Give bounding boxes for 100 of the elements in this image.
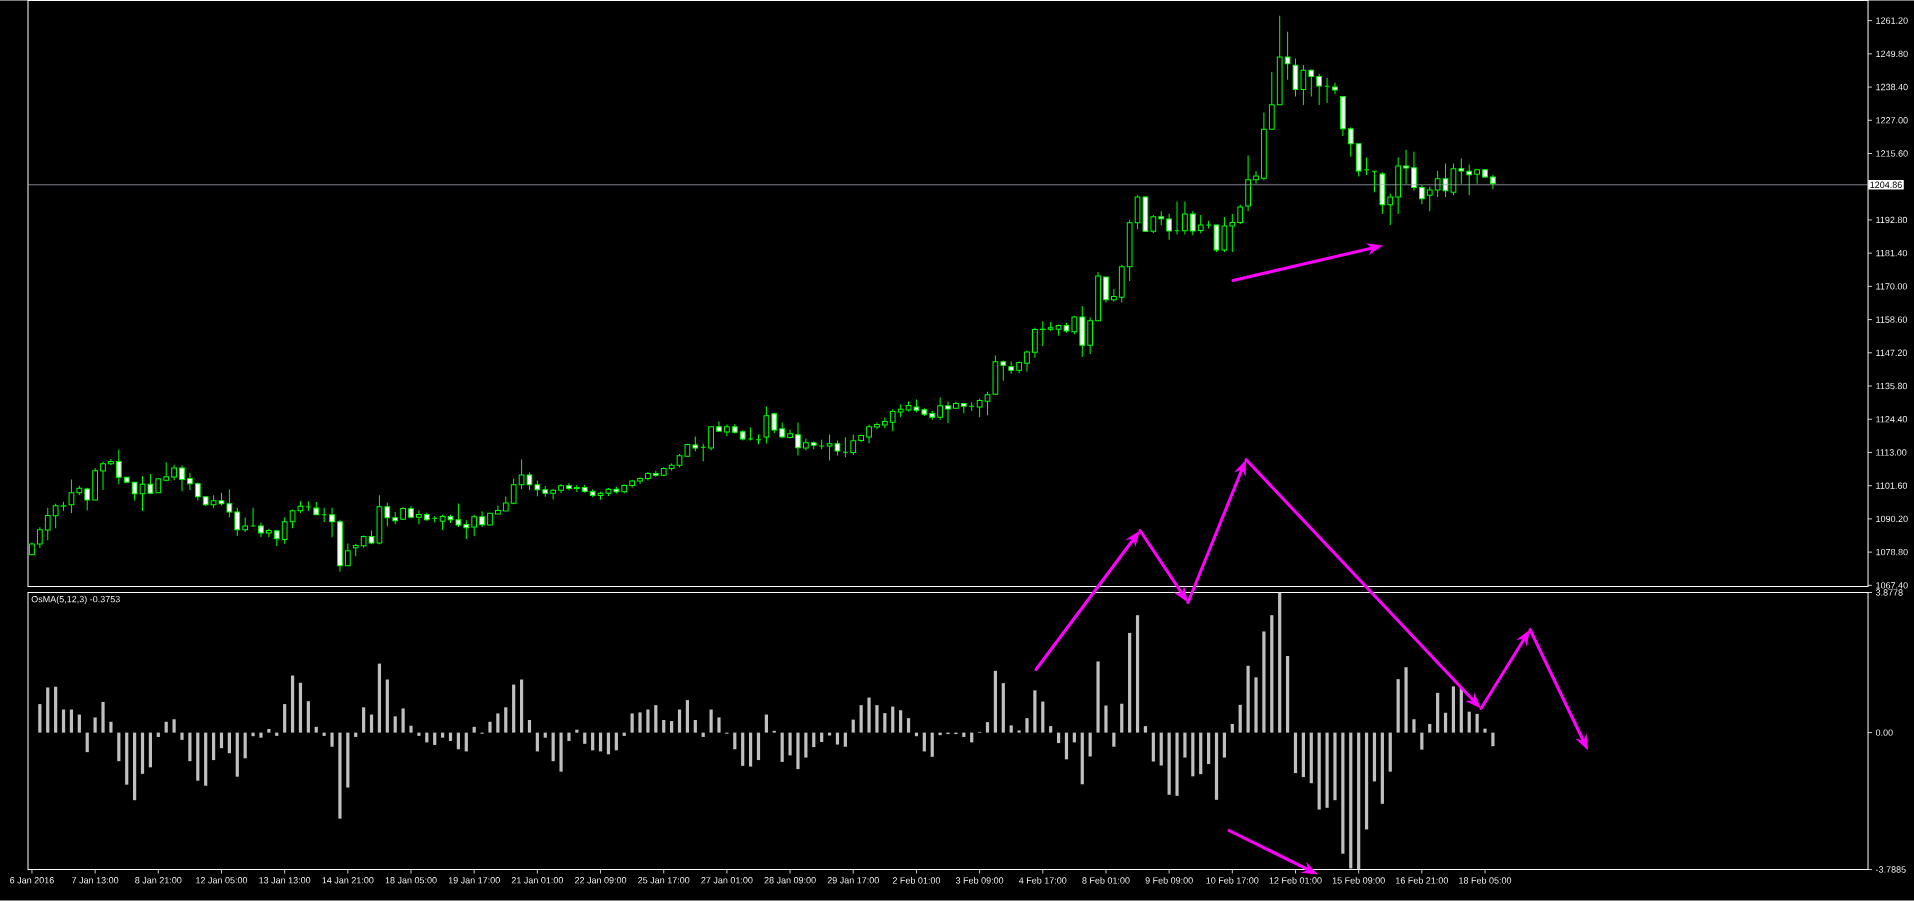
bar (677, 709, 682, 733)
bar (1175, 732, 1179, 797)
candlestick (36, 527, 43, 549)
bar (1207, 732, 1211, 765)
bar (243, 732, 247, 759)
candlestick (850, 434, 857, 456)
bar (1033, 690, 1037, 733)
bar (820, 732, 824, 743)
candlestick (100, 461, 106, 491)
y-tick-label: -3.7885 (1875, 866, 1906, 873)
bar (1254, 677, 1258, 733)
bar (204, 732, 208, 786)
bar (322, 732, 326, 737)
bar (1349, 732, 1353, 869)
candlestick (763, 406, 770, 445)
y-tick-label: 1067.40 (1876, 582, 1908, 589)
bar (235, 732, 239, 777)
bar (1420, 732, 1424, 750)
bar (780, 732, 784, 763)
bar (985, 722, 990, 733)
y-tick-label: 1238.40 (1876, 84, 1908, 91)
bar (1483, 728, 1487, 733)
bar (583, 732, 587, 745)
candlestick (1071, 315, 1078, 335)
x-tick-label: 22 Jan 09:00 (574, 877, 627, 884)
candlestick (1032, 327, 1038, 359)
candlestick (384, 502, 391, 527)
x-tick-label: 8 Jan 21:00 (135, 877, 182, 884)
bar (1372, 732, 1377, 782)
bar (362, 707, 366, 733)
bar (1325, 732, 1329, 809)
bar (1467, 711, 1471, 733)
bar (1491, 732, 1495, 747)
bar (1262, 631, 1266, 733)
bar (733, 732, 737, 750)
bar (290, 675, 295, 733)
bar (283, 704, 287, 733)
bar (38, 704, 42, 733)
bar (140, 732, 145, 775)
y-tick-label: 1101.60 (1876, 482, 1908, 490)
bar (993, 671, 997, 733)
bar (227, 732, 231, 754)
candlestick (1332, 82, 1338, 95)
candlestick (234, 507, 241, 537)
bar (670, 721, 674, 733)
bar (606, 732, 611, 755)
bar (1357, 732, 1361, 870)
y-tick-label: 1192.80 (1876, 216, 1908, 224)
bar (346, 732, 350, 788)
bar (543, 732, 547, 738)
bar (804, 732, 808, 758)
candlestick (68, 479, 75, 514)
bar (211, 732, 216, 761)
bar (125, 732, 129, 785)
bar (267, 729, 271, 733)
chart-title: OsMA(5,12,3) -0.3753 (31, 595, 120, 605)
bar (61, 709, 66, 733)
bar (117, 732, 121, 762)
bar (1301, 732, 1305, 778)
bar (891, 706, 895, 733)
x-tick-label: 25 Jan 17:00 (638, 877, 690, 884)
bar (504, 707, 508, 733)
bar (1025, 718, 1029, 733)
candlestick (1434, 170, 1441, 198)
bar (251, 732, 255, 737)
x-tick-label: 12 Feb 01:00 (1269, 877, 1322, 884)
x-tick-label: 14 Jan 21:00 (322, 877, 374, 884)
bar (314, 727, 318, 733)
bar (1088, 732, 1092, 757)
x-tick-label: 21 Jan 01:00 (511, 877, 564, 884)
bar (741, 732, 745, 767)
bar (1436, 693, 1440, 733)
bar (109, 722, 113, 733)
candlestick (266, 528, 272, 539)
candlestick (1403, 149, 1409, 185)
bar (219, 732, 224, 749)
bar (1096, 661, 1100, 733)
bar (646, 709, 650, 733)
bar (1112, 732, 1116, 747)
candlestick (1024, 350, 1030, 373)
x-tick-label: 29 Jan 17:00 (827, 877, 879, 884)
bar (567, 732, 571, 742)
y-tick-label: 1158.60 (1876, 316, 1908, 324)
candlestick (1237, 204, 1244, 225)
candlestick (1182, 201, 1188, 236)
bar (1151, 732, 1155, 762)
bar (54, 686, 58, 733)
bar (1270, 615, 1274, 733)
y-tick-label: 0.00 (1875, 729, 1893, 737)
candlestick (1308, 69, 1315, 98)
bar (930, 732, 934, 758)
bar (748, 732, 753, 767)
bar (496, 713, 500, 733)
x-tick-label: 28 Jan 09:00 (764, 877, 816, 884)
bar (1293, 732, 1298, 774)
bar (369, 714, 374, 733)
bar (843, 732, 847, 747)
bar (259, 732, 263, 738)
bar (77, 714, 81, 733)
bar (180, 732, 184, 741)
